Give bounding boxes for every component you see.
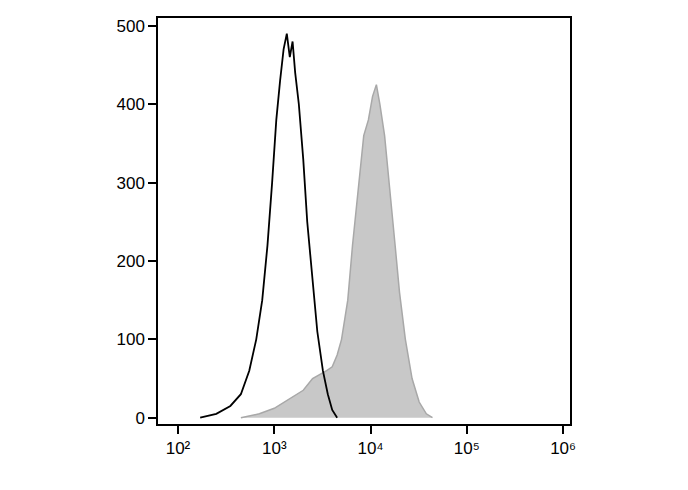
svg-text:300: 300 — [116, 174, 144, 193]
svg-text:500: 500 — [116, 17, 144, 36]
svg-text:10⁶: 10⁶ — [550, 439, 576, 458]
svg-text:10⁵: 10⁵ — [454, 439, 480, 458]
svg-text:10²: 10² — [166, 439, 191, 458]
svg-text:400: 400 — [116, 95, 144, 114]
svg-text:200: 200 — [116, 252, 144, 271]
svg-text:10⁴: 10⁴ — [357, 439, 383, 458]
svg-text:0: 0 — [135, 409, 144, 428]
svg-text:10³: 10³ — [262, 439, 287, 458]
svg-text:100: 100 — [116, 330, 144, 349]
